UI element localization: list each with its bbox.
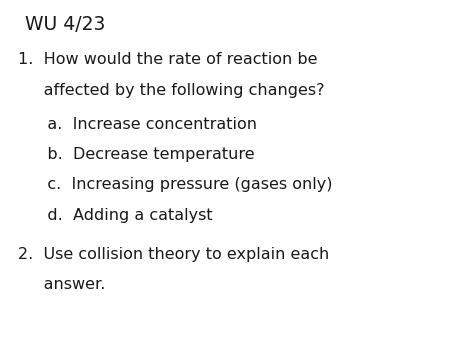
Text: answer.: answer.	[18, 277, 105, 292]
Text: d.  Adding a catalyst: d. Adding a catalyst	[32, 208, 212, 223]
Text: affected by the following changes?: affected by the following changes?	[18, 83, 324, 98]
Text: WU 4/23: WU 4/23	[25, 15, 105, 34]
Text: b.  Decrease temperature: b. Decrease temperature	[32, 147, 254, 162]
Text: a.  Increase concentration: a. Increase concentration	[32, 117, 256, 131]
Text: 1.  How would the rate of reaction be: 1. How would the rate of reaction be	[18, 52, 318, 67]
Text: 2.  Use collision theory to explain each: 2. Use collision theory to explain each	[18, 247, 329, 262]
Text: c.  Increasing pressure (gases only): c. Increasing pressure (gases only)	[32, 177, 332, 192]
